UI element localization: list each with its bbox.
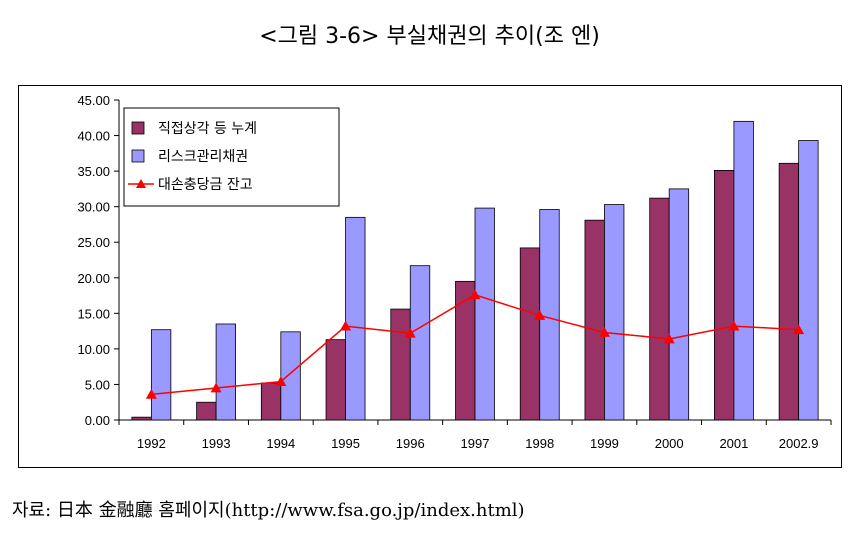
bar-series2: [280, 331, 301, 421]
bar-series1: [778, 162, 800, 421]
y-tick-label: 40.00: [77, 129, 110, 144]
y-tick-label: 0.00: [85, 413, 110, 428]
bar-series1: [584, 219, 605, 421]
y-tick-label: 10.00: [77, 342, 110, 357]
line-point: [404, 327, 416, 338]
y-tick-label: 45.00: [77, 93, 110, 108]
x-tick-label: 1999: [590, 436, 619, 451]
bar-series1: [455, 280, 476, 421]
x-tick-label: 1994: [266, 436, 295, 451]
line-point: [210, 382, 222, 393]
bar-series1: [390, 308, 411, 421]
line-point: [534, 309, 546, 320]
line-point: [793, 324, 805, 335]
line-point: [728, 320, 740, 331]
legend-box: [123, 107, 340, 207]
bar-series1: [196, 401, 217, 421]
legend-swatch: [131, 121, 145, 135]
x-tick-label: 1993: [202, 436, 231, 451]
line-point: [663, 333, 675, 344]
bar-series2: [604, 204, 625, 421]
chart-area: 0.00 5.00 10.00 15.00 20.00 25.00 30.00 35.00 40…: [18, 85, 842, 468]
line-point: [340, 320, 352, 331]
y-tick-label: 15.00: [77, 306, 110, 321]
legend-marker: [136, 179, 146, 188]
bar-series2: [733, 120, 754, 421]
y-tick-label: 20.00: [77, 271, 110, 286]
chart-title: <그림 3-6> 부실채권의 추이(조 엔): [259, 24, 600, 49]
bar-series2: [150, 329, 172, 421]
bar-series2: [539, 209, 560, 421]
bar-series2: [409, 265, 431, 421]
bar-series1: [649, 197, 670, 421]
y-tick-label: 5.00: [85, 377, 110, 392]
bar-series1: [519, 247, 541, 421]
line-point: [275, 376, 287, 386]
x-tick-label: 1995: [331, 436, 360, 451]
y-tick-label: 30.00: [77, 200, 110, 215]
x-tick-label: 1992: [137, 436, 166, 451]
bar-series1: [714, 170, 735, 421]
bar-series1: [131, 416, 152, 421]
bar-series2: [215, 323, 236, 421]
y-tick-label: 25.00: [77, 235, 110, 250]
x-tick-label: 1997: [461, 436, 490, 451]
x-tick-label: 2001: [719, 436, 748, 451]
line-point: [145, 388, 157, 399]
source-note: 자료: 日本 金融廳 홈페이지(http://www.fsa.go.jp/ind…: [12, 500, 525, 521]
bar-series2: [345, 216, 366, 421]
bar-series2: [474, 207, 495, 421]
x-tick-label: 2000: [655, 436, 684, 451]
legend-label: 직접상각 등 누계: [158, 121, 257, 137]
bar-series1: [260, 382, 282, 421]
x-tick-label: 2002.9: [779, 436, 819, 451]
bar-series1: [325, 339, 346, 421]
x-tick-label: 1998: [525, 436, 554, 451]
legend-label: 리스크관리채권: [158, 149, 248, 165]
legend-label: 대손충당금 잔고: [158, 177, 253, 193]
line-point: [598, 327, 610, 337]
bar-series2: [798, 140, 819, 421]
y-tick-label: 35.00: [77, 164, 110, 179]
bar-line-chart: 0.00 5.00 10.00 15.00 20.00 25.00 30.00 35.00 40…: [77, 93, 832, 451]
x-tick-label: 1996: [396, 436, 425, 451]
line-point: [469, 289, 481, 300]
bar-series2: [668, 188, 690, 421]
legend-swatch: [131, 149, 145, 163]
